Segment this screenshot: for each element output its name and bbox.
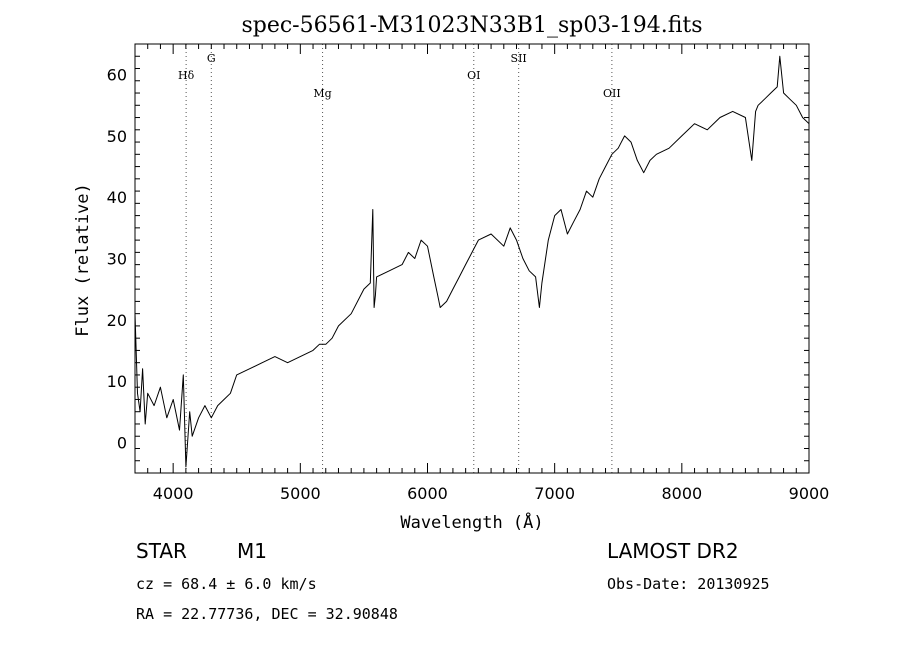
survey-label: LAMOST DR2: [607, 539, 739, 563]
redshift-velocity-label: cz = 68.4 ± 6.0 km/s: [136, 575, 317, 593]
y-tick-label: 40: [107, 188, 127, 207]
y-axis-label: Flux (relative): [73, 183, 93, 337]
y-tick-label: 20: [107, 311, 127, 330]
line-marker-label: Hδ: [178, 69, 195, 82]
x-tick-label: 7000: [534, 484, 575, 503]
coordinates-label: RA = 22.77736, DEC = 32.90848: [136, 605, 398, 623]
chart-title: spec-56561-M31023N33B1_sp03-194.fits: [241, 13, 702, 38]
y-tick-label: 50: [107, 127, 127, 146]
line-marker-label: SII: [511, 52, 527, 65]
plot-frame: [134, 43, 810, 474]
line-marker-label: G: [207, 52, 216, 65]
x-tick-label: 6000: [407, 484, 448, 503]
x-tick-label: 8000: [661, 484, 702, 503]
subclass-label: M1: [237, 539, 267, 563]
y-tick-label: 0: [117, 433, 127, 452]
y-tick-label: 10: [107, 372, 127, 391]
x-tick-label: 9000: [789, 484, 830, 503]
spectrum-line: [134, 55, 810, 468]
y-tick-label: 60: [107, 66, 127, 85]
y-tick-label: 30: [107, 250, 127, 269]
obs-date-label: Obs-Date: 20130925: [607, 575, 770, 593]
x-tick-label: 5000: [280, 484, 321, 503]
x-axis-label: Wavelength (Å): [400, 511, 543, 533]
line-marker-label: OII: [603, 87, 621, 100]
line-marker-label: OI: [467, 69, 480, 82]
line-marker-label: Mg: [313, 87, 331, 100]
plot-area: Hδ G Mg OI SII OII 4000 5000 6000 7000 8000 9000 0 10…: [107, 43, 830, 503]
x-tick-label: 4000: [153, 484, 194, 503]
object-type-label: STAR: [136, 539, 187, 563]
